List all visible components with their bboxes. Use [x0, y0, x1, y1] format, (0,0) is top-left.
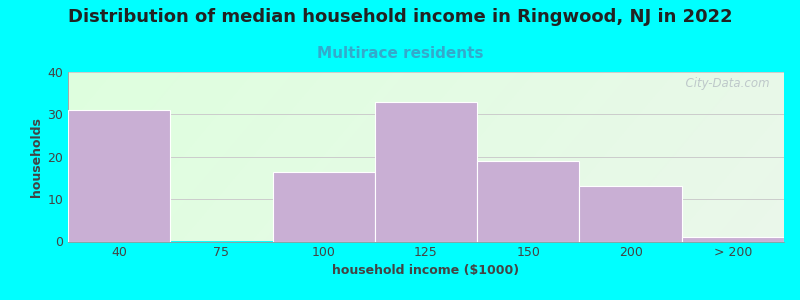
Text: City-Data.com: City-Data.com [678, 77, 770, 90]
Bar [375, 102, 477, 242]
Text: Distribution of median household income in Ringwood, NJ in 2022: Distribution of median household income … [68, 8, 732, 26]
Y-axis label: households: households [30, 117, 43, 197]
Bar [579, 186, 682, 242]
Bar [273, 172, 375, 242]
X-axis label: household income ($1000): household income ($1000) [333, 263, 519, 277]
Bar [682, 237, 784, 242]
Text: Multirace residents: Multirace residents [317, 46, 483, 62]
Bar [68, 110, 170, 242]
Bar [477, 161, 579, 242]
